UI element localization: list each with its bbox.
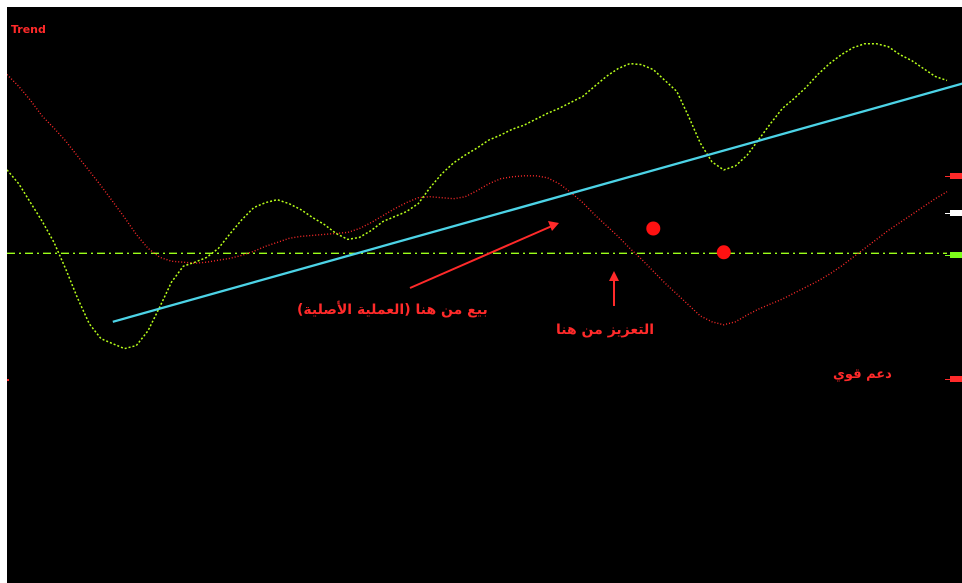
sell-arrow-head: [548, 221, 559, 231]
axis-marker: [950, 252, 962, 258]
cyan-trendline: [112, 82, 962, 323]
axis-marker: [950, 376, 962, 382]
annotation-add-text: التعزيز من هنا: [556, 322, 655, 338]
annotation-arrows: [409, 221, 619, 306]
axis-marker: [950, 210, 962, 216]
left-axis-marker: [7, 379, 9, 381]
indicator-title: Trend: [11, 23, 46, 36]
red-series-line: [7, 74, 948, 326]
axis-tick: [945, 255, 950, 256]
annotation-sell-text: بيع من هنا (العملية الأصلية): [297, 302, 488, 318]
annotation-support-text: دعم قوي: [833, 367, 892, 382]
chart-frame: Trend بيع من هنا (العملية الأصلية) التعز…: [7, 7, 962, 583]
axis-marker: [950, 173, 962, 179]
price-axis: [930, 7, 962, 583]
axis-tick: [945, 379, 950, 380]
chart-canvas: [7, 42, 962, 350]
green-series-line: [7, 42, 948, 350]
sell-signal-marker: [646, 221, 661, 236]
axis-tick: [945, 213, 950, 214]
sell-arrow: [409, 225, 553, 289]
add-signal-marker: [716, 245, 731, 260]
add-arrow-head: [609, 271, 619, 281]
axis-tick: [945, 176, 950, 177]
signal-markers: [646, 221, 731, 260]
